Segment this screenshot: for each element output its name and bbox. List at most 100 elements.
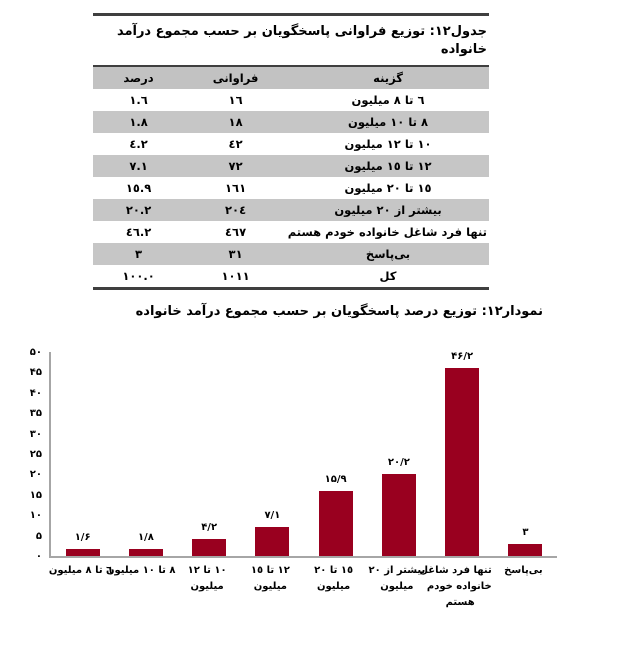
table-title: جدول١٢: توزیع فراوانی پاسخگویان بر حسب م…	[116, 24, 487, 57]
option-cell: ٦ تا ٨ میلیون	[351, 93, 425, 107]
table-row: ٦ تا ٨ میلیون ١٦ ١.٦	[93, 89, 489, 111]
category-label-line: میلیون	[380, 581, 414, 592]
bar-value-label: ۱/۶	[74, 532, 91, 544]
table-row: بیشتر از ٢٠ میلیون ٢٠٤ ٢٠.٢	[93, 199, 489, 221]
percent-cell: ١٠٠.٠	[122, 269, 155, 283]
frequency-cell: ١٠١١	[221, 269, 250, 283]
option-cell: بیشتر از ٢٠ میلیون	[334, 203, 442, 217]
bar-value-label: ۲۰/۲	[387, 456, 410, 468]
bar-value-label: ۴/۲	[201, 521, 218, 533]
y-tick-label: ۲۰	[29, 469, 42, 481]
frequency-table: گزینه فراوانی درصد ٦ تا ٨ میلیون ١٦ ١.٦ ٨ ت…	[93, 65, 489, 290]
y-tick-label: ۲۵	[29, 449, 42, 460]
y-tick-label: ۴۵	[29, 367, 42, 379]
y-tick-label: ۱۵	[29, 489, 42, 501]
column-header-frequency: فراوانی	[212, 71, 259, 85]
option-cell: تنها فرد شاغل خانواده خودم هستم	[287, 225, 487, 239]
table-row: ١٢ تا ١٥ میلیون ٧٢ ٧.١	[93, 155, 489, 177]
frequency-cell: ٤٦٧	[225, 225, 247, 239]
category-label: ١٠ تا ١٢ میلیون	[176, 563, 239, 595]
percent-cell: ٣	[135, 247, 143, 261]
bar-group: ۱/۶	[51, 532, 114, 556]
bar-value-label: ۴۶/۲	[451, 350, 474, 362]
percent-cell: ٤.٢	[129, 137, 148, 151]
category-label: ٨ تا ١٠ میلیون	[105, 563, 176, 579]
category-label-line: میلیون	[253, 581, 287, 592]
percent-cell: ١.٨	[129, 115, 148, 129]
category-label-line: بیشتر از ٢٠	[368, 565, 426, 576]
table-row: بی‌پاسخ ٣١ ٣	[93, 243, 489, 265]
category-label-line: بی‌پاسخ	[504, 565, 543, 576]
category-label-line: ١٢ تا ١٥	[250, 565, 290, 576]
bar-group: ۴۶/۲	[431, 351, 494, 556]
column-header-percent: درصد	[123, 71, 154, 85]
category-label-line: ٦ تا ٨ میلیون	[48, 565, 113, 576]
bar-chart-plot-area: ۱/۶ ۱/۸ ۴/۲ ۷/۱ ۱۵/۹ ۲۰/۲ ۴۶/۲ ۳	[49, 351, 557, 558]
category-label: بیشتر از ٢٠ میلیون	[365, 563, 428, 595]
table-row: ٨ تا ١٠ میلیون ١٨ ١.٨	[93, 111, 489, 133]
y-tick-label: ۵۰	[29, 347, 42, 358]
y-tick-label: ۴۰	[29, 387, 42, 399]
bar-group: ۳	[494, 527, 557, 556]
bar-value-label: ۱۵/۹	[324, 474, 347, 486]
bar	[381, 473, 416, 556]
bar-group: ۷/۱	[241, 510, 304, 556]
category-label-line: میلیون	[317, 581, 351, 592]
category-label: ٦ تا ٨ میلیون	[49, 563, 112, 579]
category-label-line: ١٥ تا ٢٠	[314, 565, 354, 576]
bar-value-label: ۷/۱	[264, 510, 281, 522]
percent-cell: ٢٠.٢	[125, 203, 152, 217]
bar	[318, 491, 353, 556]
option-cell: کل	[379, 269, 397, 283]
bar-group: ۱/۸	[114, 532, 177, 556]
frequency-cell: ٣١	[228, 247, 243, 261]
category-label-line: میلیون	[190, 581, 224, 592]
category-label: ١٥ تا ٢٠ میلیون	[302, 563, 365, 595]
option-cell: ١٢ تا ١٥ میلیون	[344, 159, 432, 173]
frequency-cell: ١٨	[228, 115, 243, 129]
y-axis: ۰ ۵ ۱۰ ۱۵ ۲۰ ۲۵ ۳۰ ۳۵ ۴۰ ۴۵ ۵۰	[8, 347, 42, 568]
option-cell: ١٥ تا ٢٠ میلیون	[344, 181, 432, 195]
y-tick-label: ۵	[35, 530, 42, 542]
y-tick-label: ۳۰	[29, 428, 42, 440]
table-row: ١٠ تا ١٢ میلیون ٤٢ ٤.٢	[93, 133, 489, 155]
category-label-line: خانواده خودم	[426, 581, 492, 592]
y-tick-label: ۳۵	[29, 408, 42, 420]
category-label-line: ٨ تا ١٠ میلیون	[105, 565, 176, 576]
frequency-cell: ١٦١	[225, 181, 247, 195]
percent-cell: ١.٦	[129, 93, 148, 107]
bar	[192, 538, 227, 556]
y-tick-label: ۱۰	[29, 510, 42, 522]
frequency-table-section: جدول١٢: توزیع فراوانی پاسخگویان بر حسب م…	[93, 13, 489, 290]
bar	[445, 367, 480, 556]
table-row: کل ١٠١١ ١٠٠.٠	[93, 265, 489, 289]
category-label: بی‌پاسخ	[492, 563, 555, 579]
chart-title: نمودار١٢: توزیع درصد پاسخگویان بر حسب مج…	[135, 304, 543, 319]
category-label-line: هستم	[445, 597, 475, 608]
option-cell: ١٠ تا ١٢ میلیون	[344, 137, 432, 151]
bar	[508, 543, 543, 556]
table-row: تنها فرد شاغل خانواده خودم هستم ٤٦٧ ٤٦.٢	[93, 221, 489, 243]
percent-cell: ٧.١	[129, 159, 148, 173]
frequency-cell: ٧٢	[228, 159, 243, 173]
bar-group: ۱۵/۹	[304, 474, 367, 556]
frequency-cell: ٢٠٤	[225, 203, 247, 217]
option-cell: بی‌پاسخ	[365, 247, 411, 261]
bar-value-label: ۳	[522, 526, 529, 538]
x-axis-labels: ٦ تا ٨ میلیون ٨ تا ١٠ میلیون ١٠ تا ١٢ میلیو…	[49, 563, 555, 611]
option-cell: ٨ تا ١٠ میلیون	[348, 115, 428, 129]
category-label-line: تنها فرد شاغل	[419, 565, 492, 576]
percent-cell: ١٥.٩	[125, 181, 152, 195]
bar	[128, 548, 163, 556]
bar	[65, 549, 100, 556]
frequency-cell: ١٦	[228, 93, 243, 107]
y-tick-label: ۰	[35, 551, 42, 562]
category-label-line: ١٠ تا ١٢	[187, 565, 227, 576]
table-header-row: گزینه فراوانی درصد	[93, 66, 489, 89]
frequency-cell: ٤٢	[228, 137, 243, 151]
bar-group: ۲۰/۲	[367, 457, 430, 556]
percent-cell: ٤٦.٢	[125, 225, 152, 239]
column-header-option: گزینه	[373, 71, 403, 85]
bar	[255, 527, 290, 556]
